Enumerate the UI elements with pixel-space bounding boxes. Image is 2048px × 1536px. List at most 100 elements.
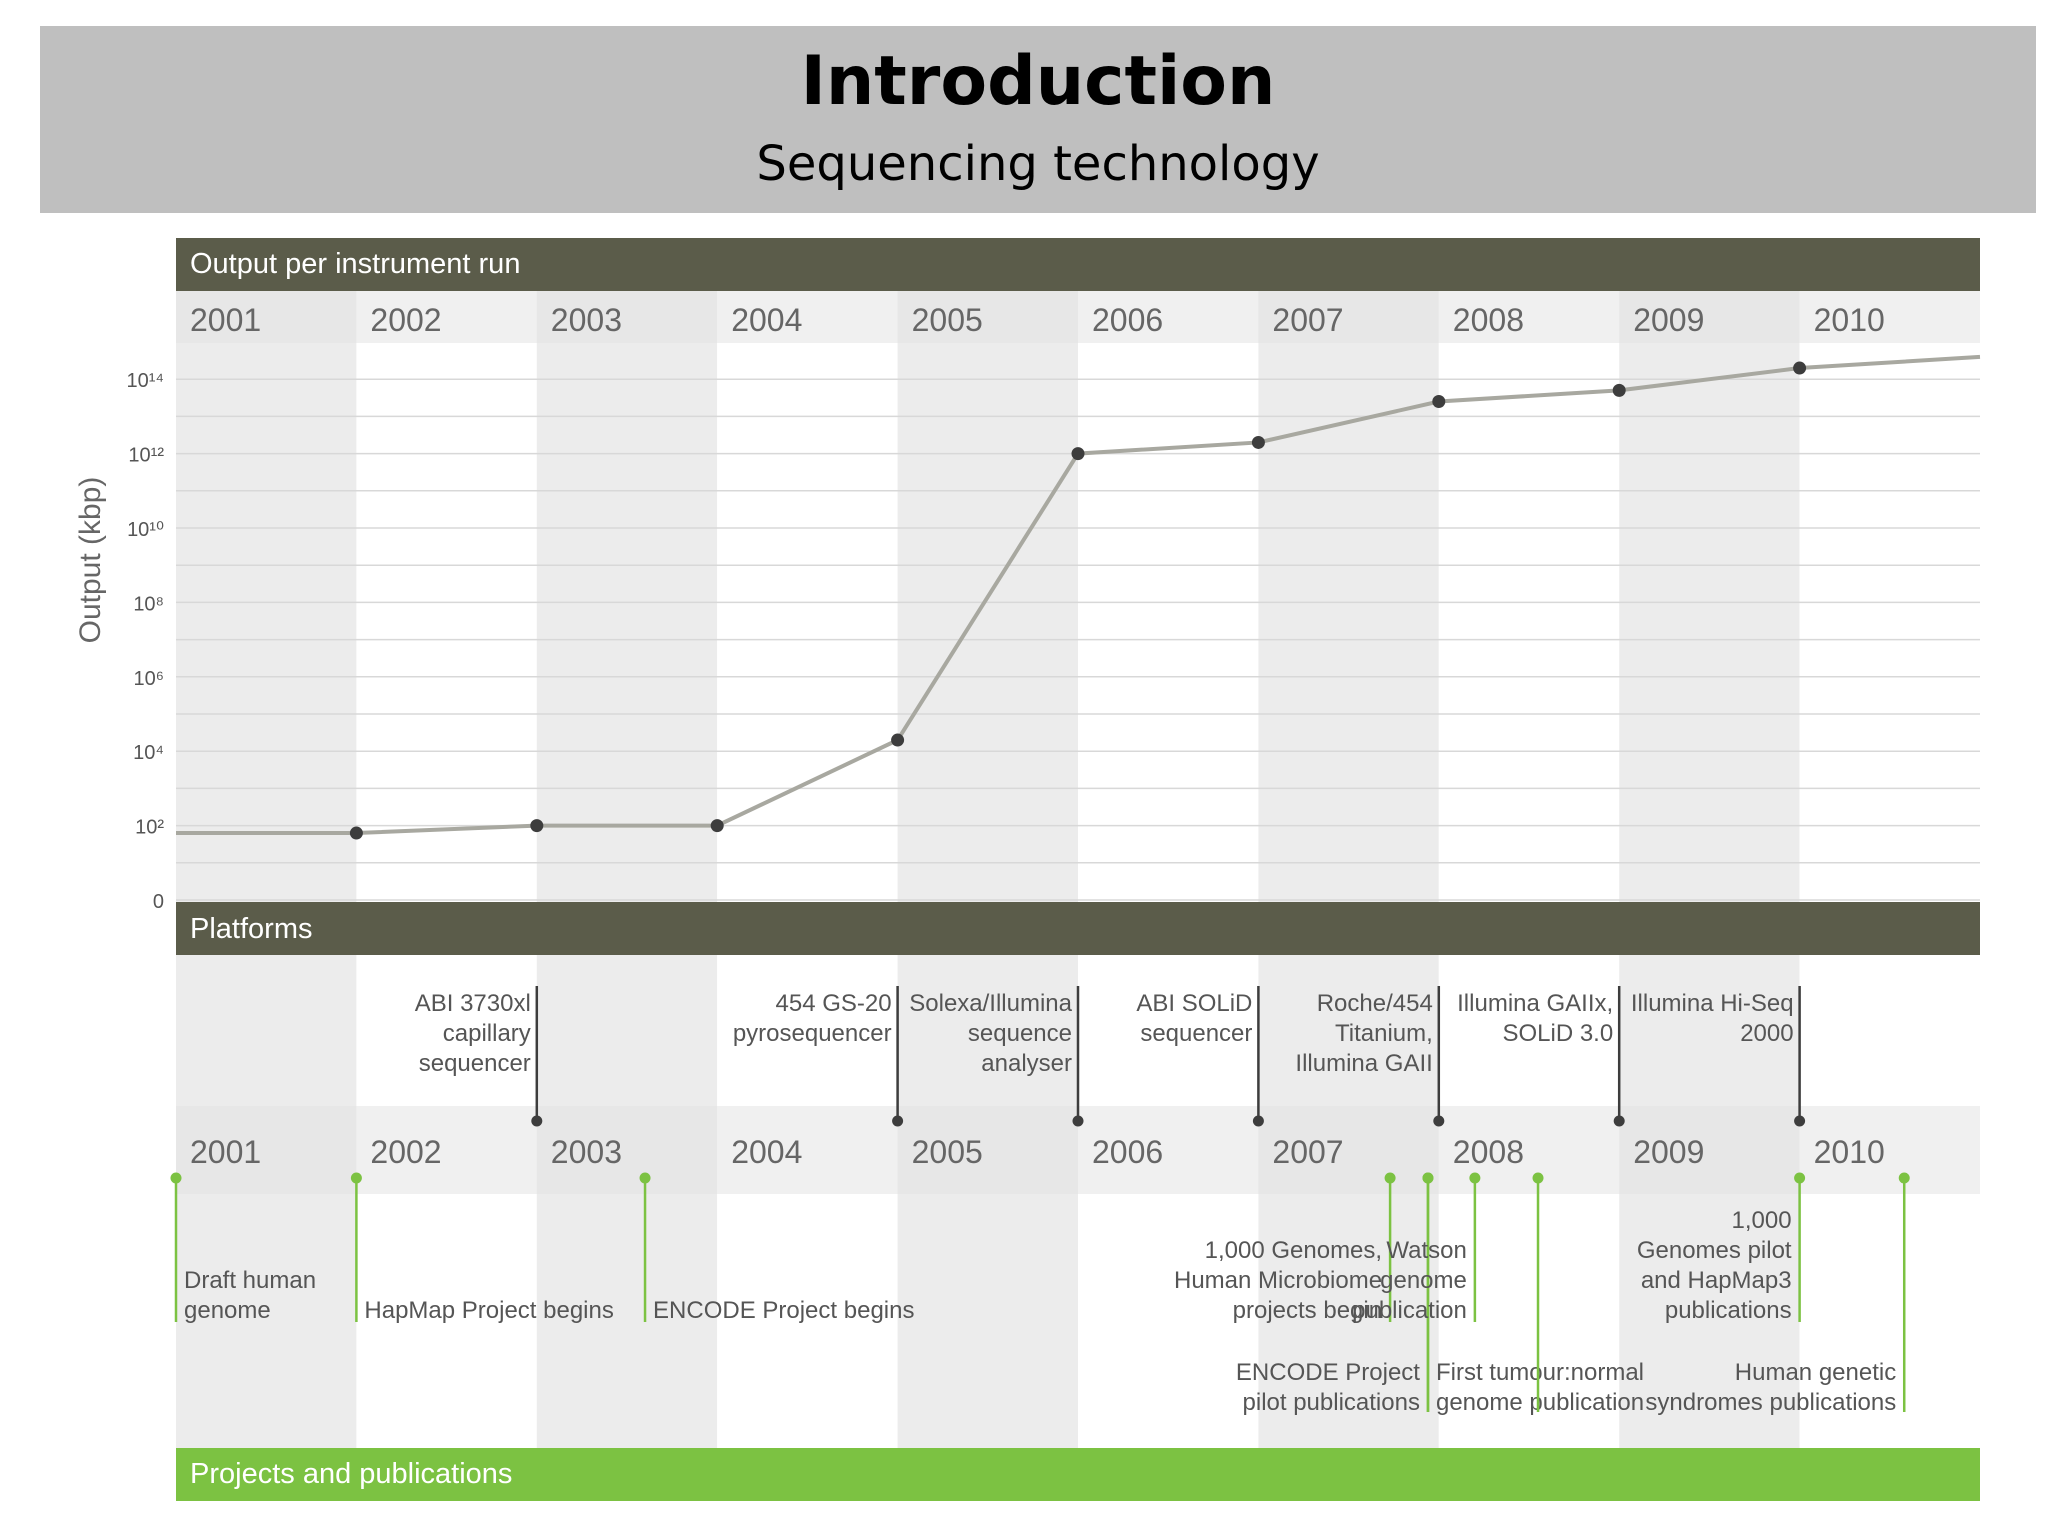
year-label: 2010 xyxy=(1814,1134,1885,1170)
year-label: 2002 xyxy=(370,302,441,338)
year-label: 2008 xyxy=(1453,302,1524,338)
data-point xyxy=(1793,361,1807,375)
project-label: pilot publications xyxy=(1243,1389,1420,1416)
y-axis-label: Output (kbp) xyxy=(74,477,107,644)
project-label: HapMap Project begins xyxy=(364,1297,613,1324)
year-label: 2010 xyxy=(1814,302,1885,338)
platform-label: Illumina GAIIx, xyxy=(1457,990,1613,1017)
platforms-header-bar xyxy=(176,902,1980,955)
year-label: 2008 xyxy=(1453,1134,1524,1170)
year-label: 2006 xyxy=(1092,302,1163,338)
year-label: 2002 xyxy=(370,1134,441,1170)
year-band xyxy=(1258,291,1439,902)
year-label: 2004 xyxy=(731,1134,802,1170)
project-label: ENCODE Project begins xyxy=(653,1297,914,1324)
project-tick-dot xyxy=(639,1172,651,1184)
platform-label: 454 GS-20 xyxy=(776,990,892,1017)
output-header: Output per instrument run xyxy=(190,248,520,280)
platform-label: SOLiD 3.0 xyxy=(1502,1020,1613,1047)
project-label: 1,000 xyxy=(1732,1207,1792,1234)
platform-label: pyrosequencer xyxy=(733,1020,892,1047)
project-tick-dot xyxy=(170,1172,182,1184)
project-label: Human genetic xyxy=(1735,1359,1896,1386)
year-band xyxy=(1078,955,1259,1448)
year-band xyxy=(356,291,537,902)
y-tick-label: 10⁴ xyxy=(133,742,164,764)
platform-label: Solexa/Illumina xyxy=(909,990,1072,1017)
platform-label: sequence xyxy=(968,1020,1072,1047)
year-label: 2005 xyxy=(912,1134,983,1170)
year-band xyxy=(717,291,898,902)
y-tick-label: 10¹⁴ xyxy=(127,370,165,392)
year-band xyxy=(1799,291,1980,902)
data-point xyxy=(1251,435,1265,449)
platform-label: sequencer xyxy=(419,1050,531,1077)
slide-title: Introduction xyxy=(800,42,1276,121)
project-label: genome publication xyxy=(1436,1389,1644,1416)
year-label: 2001 xyxy=(190,302,261,338)
projects-header: Projects and publications xyxy=(190,1458,512,1490)
slide-header: Introduction Sequencing technology xyxy=(40,26,2036,213)
y-tick-label: 0 xyxy=(153,891,164,913)
y-tick-label: 10¹⁰ xyxy=(127,519,164,541)
year-band xyxy=(176,291,357,902)
project-label: First tumour:normal xyxy=(1436,1359,1644,1386)
platform-label: 2000 xyxy=(1740,1020,1793,1047)
year-label: 2007 xyxy=(1272,302,1343,338)
project-tick-dot xyxy=(1532,1172,1544,1184)
platform-label: sequencer xyxy=(1140,1020,1252,1047)
year-band xyxy=(1258,955,1439,1448)
year-band xyxy=(1438,955,1620,1448)
platform-label: ABI SOLiD xyxy=(1136,990,1252,1017)
project-tick-dot xyxy=(1794,1172,1806,1184)
y-tick-label: 10² xyxy=(135,817,164,839)
year-label: 2003 xyxy=(551,1134,622,1170)
year-label: 2004 xyxy=(731,302,802,338)
platform-label: Roche/454 xyxy=(1317,990,1433,1017)
platform-tick-dot xyxy=(892,1115,904,1127)
output-header-bar xyxy=(176,238,1980,291)
platform-tick-dot xyxy=(1613,1115,1625,1127)
slide-subtitle: Sequencing technology xyxy=(756,136,1320,192)
platform-label: Illumina Hi-Seq xyxy=(1631,990,1794,1017)
year-band xyxy=(1078,291,1259,902)
year-band xyxy=(1619,955,1800,1448)
year-label: 2009 xyxy=(1633,1134,1704,1170)
data-point xyxy=(1612,383,1626,397)
platforms-header: Platforms xyxy=(190,913,312,945)
year-band xyxy=(1619,291,1800,902)
project-label: publications xyxy=(1665,1297,1792,1324)
project-label: Human Microbiome xyxy=(1174,1267,1382,1294)
projects-header-bar xyxy=(176,1448,1980,1501)
project-tick-dot xyxy=(1469,1172,1481,1184)
year-label: 2009 xyxy=(1633,302,1704,338)
data-point xyxy=(891,733,905,747)
platform-label: analyser xyxy=(981,1050,1072,1077)
data-point xyxy=(710,819,724,833)
project-label: 1,000 Genomes, xyxy=(1205,1237,1382,1264)
platform-tick-dot xyxy=(1252,1115,1264,1127)
project-label: genome xyxy=(184,1297,271,1324)
year-band xyxy=(176,955,357,1448)
year-label: 2001 xyxy=(190,1134,261,1170)
project-tick-dot xyxy=(1898,1172,1910,1184)
platform-label: Illumina GAII xyxy=(1295,1050,1432,1077)
project-label: genome xyxy=(1380,1267,1467,1294)
data-point xyxy=(530,819,544,833)
data-point xyxy=(1071,447,1085,461)
y-tick-label: 10¹² xyxy=(128,445,164,467)
year-label: 2007 xyxy=(1272,1134,1343,1170)
project-label: Draft human xyxy=(184,1267,316,1294)
year-label: 2003 xyxy=(551,302,622,338)
year-band xyxy=(1799,955,1980,1448)
project-label: projects begin xyxy=(1233,1297,1382,1324)
project-label: publication xyxy=(1352,1297,1467,1324)
year-band xyxy=(536,955,718,1448)
y-tick-label: 10⁶ xyxy=(134,668,164,690)
platform-tick-dot xyxy=(1433,1115,1445,1127)
project-tick-dot xyxy=(1384,1172,1396,1184)
year-band xyxy=(536,291,718,902)
data-point xyxy=(1432,395,1446,409)
project-label: Watson xyxy=(1386,1237,1466,1264)
